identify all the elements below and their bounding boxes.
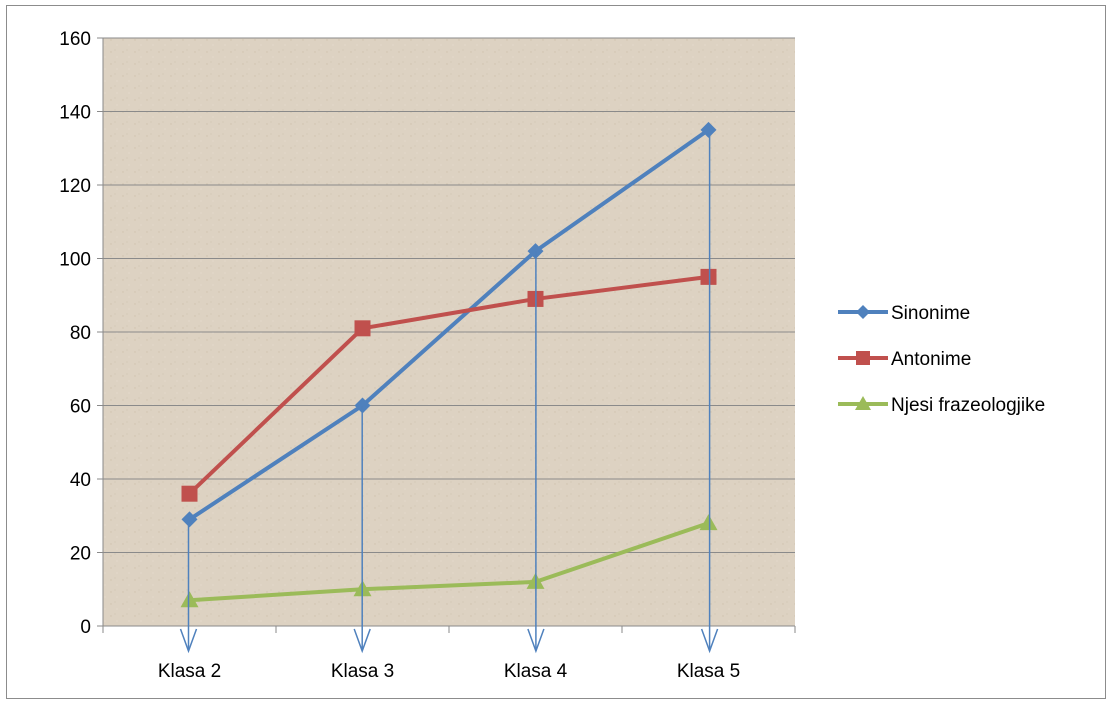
y-axis-ticks: 0 20 40 60 80 100 120 140 160 bbox=[59, 29, 103, 638]
annotation-arrow-head bbox=[527, 628, 545, 654]
legend-item: Sinonime bbox=[838, 303, 970, 324]
legend-label: Njesi frazeologjike bbox=[891, 395, 1045, 416]
y-tick-label: 160 bbox=[59, 29, 91, 50]
data-point-triangle bbox=[855, 396, 871, 410]
gridlines bbox=[103, 37, 795, 553]
data-point-square bbox=[354, 320, 371, 337]
y-tick-label: 80 bbox=[70, 323, 91, 344]
data-point-square bbox=[856, 351, 870, 365]
data-point-diamond bbox=[181, 511, 198, 528]
y-tick-label: 20 bbox=[70, 544, 91, 565]
y-tick-label: 140 bbox=[59, 103, 91, 124]
data-point-triangle bbox=[180, 591, 199, 608]
y-tick-label: 120 bbox=[59, 176, 91, 197]
data-point-triangle bbox=[699, 514, 718, 531]
x-tick-label: Klasa 5 bbox=[677, 661, 740, 682]
series-antonime bbox=[181, 268, 717, 502]
series-line bbox=[189, 521, 710, 603]
data-point-diamond bbox=[700, 121, 717, 138]
annotation-arrow-head bbox=[353, 628, 371, 654]
series-sinonime bbox=[181, 121, 717, 528]
y-tick-label: 0 bbox=[80, 617, 91, 638]
annotation-arrow-head bbox=[700, 628, 719, 654]
legend-item: Antonime bbox=[838, 349, 971, 370]
y-tick-label: 100 bbox=[59, 250, 91, 271]
legend-label: Antonime bbox=[891, 349, 971, 370]
annotation-arrows bbox=[179, 129, 719, 654]
x-tick-label: Klasa 2 bbox=[158, 661, 221, 682]
series-njesi-frazeologjike bbox=[180, 514, 718, 608]
legend-label: Sinonime bbox=[891, 303, 970, 324]
series-line bbox=[188, 274, 709, 496]
data-point-square bbox=[181, 485, 198, 502]
x-tick-label: Klasa 3 bbox=[331, 661, 394, 682]
legend: Sinonime Antonime Njesi frazeologjike bbox=[838, 303, 1045, 416]
legend-item: Njesi frazeologjike bbox=[838, 395, 1045, 416]
y-tick-label: 60 bbox=[70, 397, 91, 418]
x-axis-ticks: Klasa 2 Klasa 3 Klasa 4 Klasa 5 bbox=[102, 626, 796, 682]
y-tick-label: 40 bbox=[70, 470, 91, 491]
series-layer bbox=[180, 121, 718, 608]
data-point-square bbox=[700, 268, 717, 285]
series-line bbox=[188, 128, 710, 522]
x-tick-label: Klasa 4 bbox=[504, 661, 568, 682]
data-point-diamond bbox=[856, 305, 870, 319]
annotation-arrow-head bbox=[179, 628, 198, 654]
